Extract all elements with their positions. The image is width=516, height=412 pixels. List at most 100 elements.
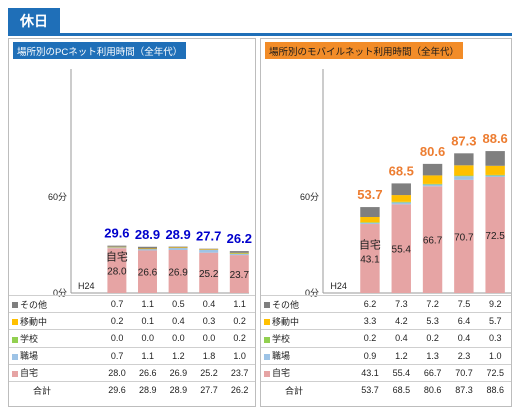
table-cell: 1.2	[163, 346, 194, 365]
section-underline	[8, 33, 512, 36]
pc-home-value-label: 26.9	[168, 267, 188, 278]
table-row: 学校 0.2 0.4 0.2 0.4 0.3	[261, 329, 511, 348]
legend-swatch	[264, 302, 270, 309]
table-cell: 0.4	[385, 329, 417, 348]
legend-swatch	[12, 336, 18, 343]
table-cell: 2.3	[448, 346, 480, 365]
row-label: 学校	[20, 333, 39, 344]
table-cell: 7.3	[385, 294, 417, 313]
table-cell: 0.0	[163, 329, 194, 348]
table-cell: 55.4	[385, 363, 417, 382]
table-row: 合計 29.6 28.9 28.9 27.7 26.2	[9, 380, 255, 399]
mobile-bar-segment	[422, 186, 443, 293]
pc-bar-segment	[138, 248, 157, 251]
pc-bar-segment	[229, 251, 249, 253]
mobile-total-label: 88.6	[482, 131, 507, 146]
legend-swatch	[12, 319, 18, 326]
table-cell: 87.3	[448, 380, 480, 399]
table-row: 自宅 43.1 55.4 66.7 70.7 72.5	[261, 363, 511, 382]
table-cell: 43.1	[354, 363, 386, 382]
legend-swatch	[12, 353, 18, 360]
table-cell: 1.1	[132, 346, 164, 365]
pc-x-tick-label: H24	[78, 281, 95, 291]
table-row: その他 0.7 1.1 0.5 0.4 1.1	[9, 294, 255, 313]
table-cell: 0.3	[193, 312, 225, 330]
table-cell	[71, 294, 102, 313]
pc-bar-segment	[168, 247, 188, 249]
pc-total-label: 26.2	[227, 231, 252, 246]
row-label: 職場	[20, 351, 39, 362]
table-cell: 27.7	[193, 380, 225, 399]
table-cell: 25.2	[193, 363, 225, 382]
table-cell	[71, 312, 102, 330]
table-cell: 26.2	[224, 380, 255, 399]
pc-bar-segment	[168, 249, 188, 293]
pc-home-value-label: 25.2	[199, 269, 219, 280]
row-label: 職場	[272, 351, 291, 362]
pc-y-tick-label: 0分	[53, 288, 67, 298]
table-cell	[323, 329, 355, 348]
table-cell: 28.9	[132, 380, 164, 399]
row-label: 自宅	[272, 368, 291, 379]
pc-bar-segment	[199, 249, 219, 253]
mobile-home-value-label: 70.7	[454, 232, 474, 243]
mobile-bar-segment	[422, 175, 443, 184]
pc-bar-segment	[199, 252, 219, 293]
pc-total-label: 27.7	[196, 229, 221, 244]
legend-swatch	[12, 302, 18, 309]
table-cell	[71, 329, 102, 348]
table-cell: 28.0	[101, 363, 133, 382]
table-cell: 0.2	[354, 329, 386, 348]
table-cell: 0.4	[448, 329, 480, 348]
pc-chart-panel: 場所別のPCネット利用時間（全年代） 60分0分H24H2528.029.6H2…	[8, 38, 256, 407]
pc-total-label: 28.9	[165, 227, 190, 242]
table-cell	[323, 346, 355, 365]
table-cell	[323, 312, 355, 330]
mobile-bar-segment	[360, 222, 380, 225]
table-cell: 5.7	[479, 312, 511, 330]
mobile-bar-segment	[422, 184, 443, 187]
row-label: その他	[20, 299, 48, 310]
pc-bar-segment	[168, 246, 188, 248]
table-row: 移動中 0.2 0.1 0.4 0.3 0.2	[9, 312, 255, 330]
row-label: 移動中	[20, 316, 48, 327]
table-cell: 7.5	[448, 294, 480, 313]
table-cell: 0.2	[416, 329, 449, 348]
mobile-bar-segment	[485, 175, 505, 177]
mobile-bar-segment	[485, 165, 505, 175]
table-cell	[323, 363, 355, 382]
pc-bar-segment	[107, 246, 127, 248]
mobile-bar-segment	[485, 151, 505, 166]
mobile-data-table: その他 6.2 7.3 7.2 7.5 9.2 移動中 3.3 4.2 5.3 6.4 5.7 学校 0.…	[261, 294, 511, 399]
table-cell: 29.6	[101, 380, 133, 399]
legend-swatch	[264, 370, 270, 377]
table-cell: 28.9	[163, 380, 194, 399]
mobile-bar-segment	[360, 217, 380, 223]
mobile-chart-title: 場所別のモバイルネット利用時間（全年代）	[265, 42, 464, 59]
mobile-bar-segment	[391, 202, 411, 205]
table-cell	[71, 363, 102, 382]
table-cell	[71, 380, 102, 399]
table-cell: 0.7	[101, 294, 133, 313]
table-cell: 6.4	[448, 312, 480, 330]
mobile-bar-segment	[454, 179, 474, 293]
mobile-bar-segment	[360, 207, 380, 217]
table-cell: 9.2	[479, 294, 511, 313]
pc-total-label: 29.6	[104, 226, 129, 241]
pc-home-value-label: 26.6	[138, 268, 158, 279]
mobile-total-label: 53.7	[357, 187, 382, 202]
section-title-tab: 休日	[8, 8, 60, 34]
table-cell: 1.2	[385, 346, 417, 365]
pc-bar-segment	[229, 253, 249, 254]
table-cell: 26.9	[163, 363, 194, 382]
row-label: 合計	[285, 385, 304, 396]
row-label: 移動中	[272, 316, 300, 327]
table-cell	[323, 294, 355, 313]
table-cell: 0.2	[224, 329, 255, 348]
legend-swatch	[264, 353, 270, 360]
mobile-chart-svg: 60分0分H24H2543.153.7H2655.468.5H2766.780.…	[300, 69, 511, 298]
mobile-x-tick-label: H24	[330, 281, 347, 291]
table-cell: 0.4	[193, 294, 225, 313]
legend-swatch	[264, 319, 270, 326]
table-cell: 0.1	[132, 312, 164, 330]
